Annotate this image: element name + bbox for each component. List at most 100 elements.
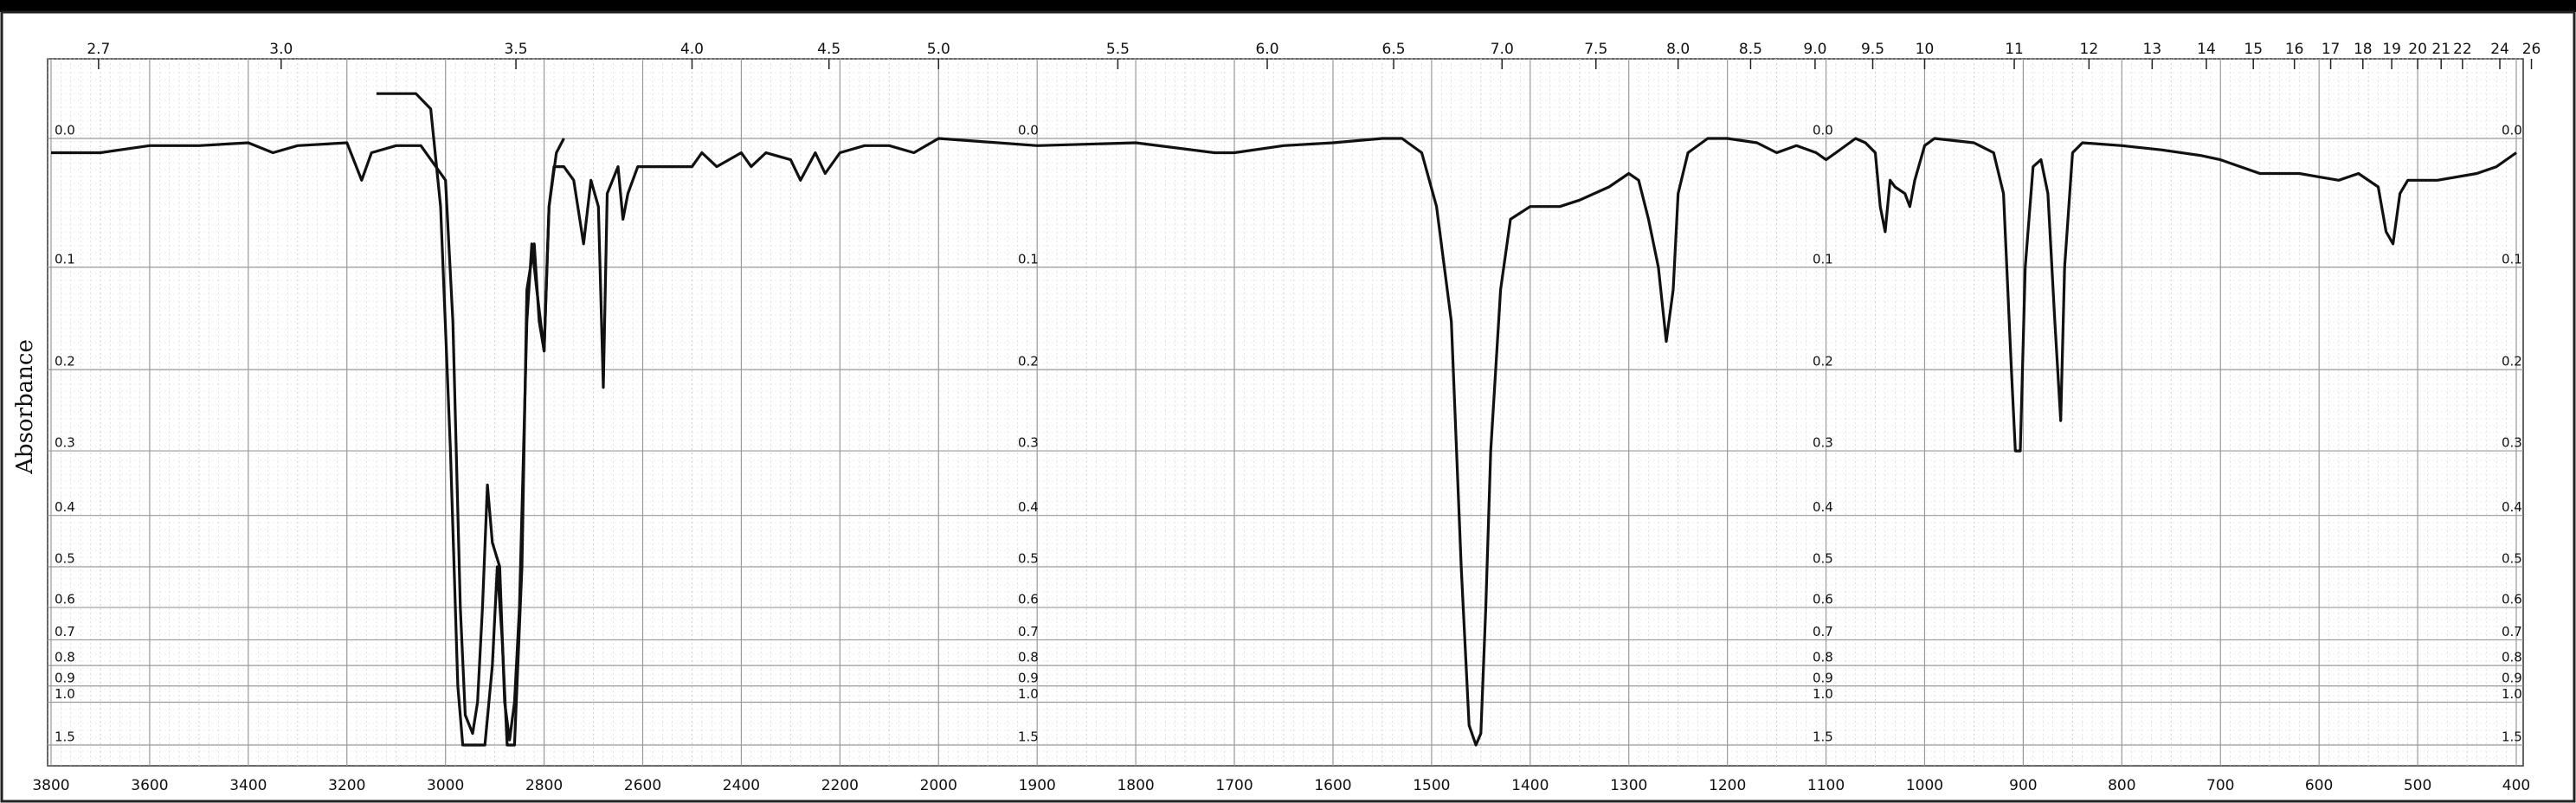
y-tick-label: 0.5	[55, 550, 75, 566]
y-tick-label: 1.0	[55, 686, 75, 702]
y-tick-label: 0.2	[55, 354, 75, 369]
y-tick-label: 0.7	[2502, 624, 2522, 639]
x2-tick-label: 11	[2005, 41, 2024, 58]
x-tick-label: 3200	[328, 777, 365, 794]
y-tick-label: 0.0	[1018, 123, 1039, 138]
spectrum-line	[376, 92, 565, 747]
x2-tick-label: 8.0	[1666, 41, 1690, 58]
x-tick-label: 1800	[1117, 777, 1154, 794]
plot-area	[47, 58, 2524, 767]
y-tick-label: 0.6	[1018, 592, 1039, 607]
y-tick-label: 0.4	[1018, 499, 1039, 515]
x2-tick-label: 9.0	[1803, 41, 1826, 58]
x2-tick-label: 13	[2143, 41, 2162, 58]
y-tick-label: 0.3	[55, 435, 75, 451]
x-tick-label: 1100	[1807, 777, 1845, 794]
y-tick-label: 0.0	[1813, 123, 1833, 138]
y-tick-label: 0.8	[1813, 650, 1833, 665]
x-tick-label: 1400	[1511, 777, 1549, 794]
y-tick-label: 0.8	[1018, 650, 1039, 665]
x-tick-label: 1900	[1019, 777, 1056, 794]
y-tick-label: 0.5	[1018, 550, 1039, 566]
y-tick-label: 0.2	[1813, 354, 1833, 369]
x-tick-label: 2400	[723, 777, 760, 794]
y-tick-label: 1.0	[2502, 686, 2522, 702]
x-tick-label: 2000	[920, 777, 957, 794]
y-tick-label: 1.0	[1813, 686, 1833, 702]
x-tick-label: 600	[2305, 777, 2333, 794]
y-tick-label: 0.5	[1813, 550, 1833, 566]
y-tick-label: 0.6	[55, 592, 75, 607]
x-tick-label: 1600	[1314, 777, 1351, 794]
x2-tick-label: 20	[2408, 41, 2427, 58]
x2-tick-label: 7.0	[1491, 41, 1514, 58]
x-tick-label: 1300	[1610, 777, 1647, 794]
y-tick-label: 1.5	[2502, 729, 2522, 745]
x2-tick-label: 9.5	[1861, 41, 1884, 58]
x2-tick-label: 8.5	[1739, 41, 1762, 58]
x2-tick-label: 15	[2244, 41, 2263, 58]
x-tick-label: 900	[2009, 777, 2037, 794]
y-tick-label: 0.4	[2502, 499, 2522, 515]
x2-tick-label: 7.5	[1584, 41, 1607, 58]
x-tick-label: 500	[2404, 777, 2431, 794]
x2-tick-label: 6.0	[1255, 41, 1278, 58]
x-tick-label: 3600	[131, 777, 168, 794]
x2-tick-label: 5.5	[1106, 41, 1130, 58]
x2-tick-label: 10	[1916, 41, 1935, 58]
y-tick-label: 0.3	[1018, 435, 1039, 451]
y-tick-label: 0.4	[55, 499, 75, 515]
top-band	[0, 0, 2576, 12]
x-tick-label: 2600	[624, 777, 661, 794]
x2-tick-label: 21	[2431, 41, 2450, 58]
y-tick-label: 0.6	[1813, 592, 1833, 607]
x-tick-label: 3800	[32, 777, 69, 794]
y-tick-label: 0.1	[2502, 251, 2522, 267]
x2-tick-label: 24	[2490, 41, 2509, 58]
y-tick-label: 0.9	[1813, 670, 1833, 685]
x-tick-label: 1500	[1413, 777, 1450, 794]
x2-tick-label: 12	[2080, 41, 2099, 58]
y-tick-label: 0.5	[2502, 550, 2522, 566]
y-tick-label: 1.5	[55, 729, 75, 745]
x2-tick-label: 3.0	[269, 41, 293, 58]
y-tick-label: 0.4	[1813, 499, 1833, 515]
y-tick-label: 0.2	[2502, 354, 2522, 369]
y-tick-label: 0.3	[2502, 435, 2522, 451]
y-tick-label: 0.9	[2502, 670, 2522, 685]
x-tick-label: 3400	[229, 777, 267, 794]
x2-tick-label: 22	[2453, 41, 2472, 58]
x-tick-label: 800	[2108, 777, 2135, 794]
y-tick-label: 1.5	[1018, 729, 1039, 745]
x-tick-label: 3000	[427, 777, 464, 794]
frame	[0, 10, 2576, 803]
x2-tick-label: 26	[2522, 41, 2541, 58]
y-tick-label: 0.9	[55, 670, 75, 685]
x2-tick-label: 2.7	[87, 41, 110, 58]
y-tick-label: 0.1	[1813, 251, 1833, 267]
y-tick-label: 0.0	[55, 123, 75, 138]
x-tick-label: 400	[2502, 777, 2530, 794]
y-tick-label: 0.8	[2502, 650, 2522, 665]
x-tick-label: 700	[2206, 777, 2234, 794]
x2-tick-label: 19	[2382, 41, 2401, 58]
y-tick-label: 0.8	[55, 650, 75, 665]
y-tick-label: 0.2	[1018, 354, 1039, 369]
x-tick-label: 2800	[525, 777, 563, 794]
x2-tick-label: 16	[2285, 41, 2304, 58]
x-tick-label: 2200	[821, 777, 859, 794]
x-tick-label: 1700	[1215, 777, 1253, 794]
y-tick-label: 0.7	[55, 624, 75, 639]
x2-tick-label: 17	[2322, 41, 2341, 58]
x-tick-label: 1000	[1906, 777, 1943, 794]
y-tick-label: 0.9	[1018, 670, 1039, 685]
y-tick-label: 0.1	[55, 251, 75, 267]
y-axis-label: Absorbance	[12, 339, 38, 475]
y-tick-label: 0.7	[1018, 624, 1039, 639]
y-tick-label: 0.7	[1813, 624, 1833, 639]
y-tick-label: 0.1	[1018, 251, 1039, 267]
x2-tick-label: 3.5	[505, 41, 528, 58]
x2-tick-label: 6.5	[1382, 41, 1406, 58]
